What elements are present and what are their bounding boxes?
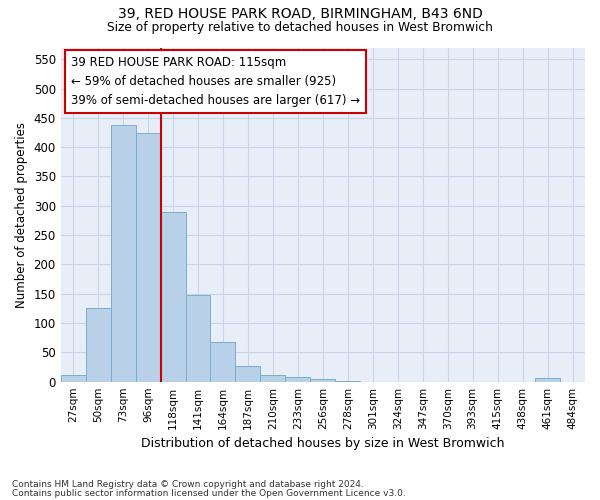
Text: Size of property relative to detached houses in West Bromwich: Size of property relative to detached ho… bbox=[107, 21, 493, 34]
Text: Contains public sector information licensed under the Open Government Licence v3: Contains public sector information licen… bbox=[12, 488, 406, 498]
Bar bbox=[185, 296, 211, 382]
Bar bbox=[136, 132, 161, 382]
Bar bbox=[86, 308, 110, 382]
Bar bbox=[286, 377, 310, 382]
Bar bbox=[61, 374, 86, 382]
Y-axis label: Number of detached properties: Number of detached properties bbox=[15, 122, 28, 308]
Text: Contains HM Land Registry data © Crown copyright and database right 2024.: Contains HM Land Registry data © Crown c… bbox=[12, 480, 364, 489]
Bar bbox=[110, 125, 136, 382]
Text: 39 RED HOUSE PARK ROAD: 115sqm
← 59% of detached houses are smaller (925)
39% of: 39 RED HOUSE PARK ROAD: 115sqm ← 59% of … bbox=[71, 56, 360, 107]
Bar bbox=[335, 381, 360, 382]
Bar bbox=[310, 378, 335, 382]
Bar bbox=[260, 375, 286, 382]
Bar bbox=[161, 212, 185, 382]
Bar bbox=[535, 378, 560, 382]
X-axis label: Distribution of detached houses by size in West Bromwich: Distribution of detached houses by size … bbox=[141, 437, 505, 450]
Bar bbox=[211, 342, 235, 382]
Bar bbox=[235, 366, 260, 382]
Text: 39, RED HOUSE PARK ROAD, BIRMINGHAM, B43 6ND: 39, RED HOUSE PARK ROAD, BIRMINGHAM, B43… bbox=[118, 8, 482, 22]
